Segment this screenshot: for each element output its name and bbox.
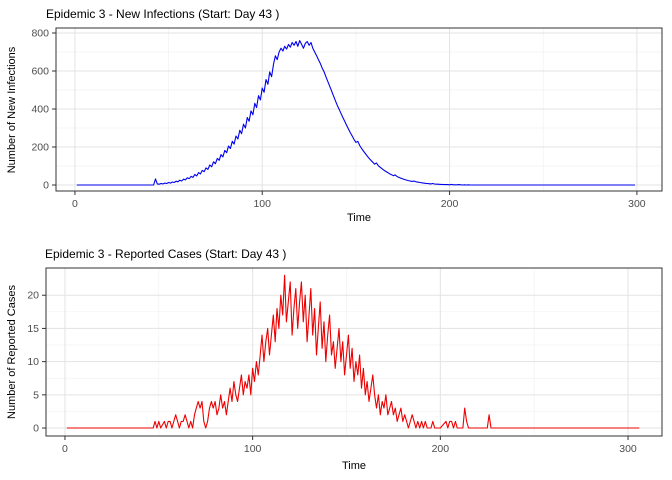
x-tick-label: 0 [62,443,68,455]
y-tick-label: 5 [33,389,39,401]
chart1-x-axis-title: Time [346,212,372,224]
x-tick-label: 0 [72,198,78,210]
y-tick-label: 20 [27,290,39,302]
chart2-y-axis-title: Number of Reported Cases [6,285,18,419]
chart2-title: Epidemic 3 - Reported Cases (Start: Day … [45,247,287,261]
x-tick-label: 200 [441,198,459,210]
series-line-2 [66,274,640,429]
panel-border-1 [55,27,663,192]
series-line-1 [76,40,635,186]
panel-border-2 [45,267,663,437]
y-tick-label: 10 [27,356,39,368]
x-tick-label: 300 [628,198,646,210]
x-tick-label: 100 [244,443,262,455]
y-tick-label: 400 [31,103,49,115]
x-tick-label: 200 [432,443,450,455]
y-tick-label: 800 [31,27,49,39]
x-tick-label: 100 [253,198,271,210]
y-tick-label: 600 [31,65,49,77]
y-tick-label: 200 [31,141,49,153]
y-tick-label: 0 [43,179,49,191]
y-tick-label: 15 [27,323,39,335]
panel-background-2 [46,268,662,436]
x-tick-label: 300 [619,443,637,455]
chart1-title: Epidemic 3 - New Infections (Start: Day … [46,7,280,21]
chart1-y-axis-title: Number of New Infections [6,46,18,174]
chart2-x-axis-title: Time [341,460,367,472]
y-tick-label: 0 [33,423,39,435]
panel-background-1 [56,28,662,191]
